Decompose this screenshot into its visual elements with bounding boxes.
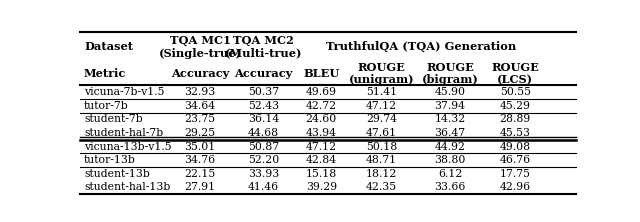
Text: 46.76: 46.76 [500, 155, 531, 165]
Text: 45.90: 45.90 [435, 87, 465, 97]
Text: ROUGE
(unigram): ROUGE (unigram) [349, 62, 414, 85]
Text: 14.32: 14.32 [435, 114, 466, 124]
Text: ROUGE
(bigram): ROUGE (bigram) [422, 62, 479, 85]
Text: 47.12: 47.12 [366, 101, 397, 111]
Text: 48.71: 48.71 [366, 155, 397, 165]
Text: student-13b: student-13b [84, 169, 150, 179]
Text: 23.75: 23.75 [184, 114, 216, 124]
Text: 17.75: 17.75 [500, 169, 531, 179]
Text: 29.25: 29.25 [184, 128, 216, 138]
Text: 34.76: 34.76 [184, 155, 216, 165]
Text: 52.20: 52.20 [248, 155, 279, 165]
Text: 15.18: 15.18 [306, 169, 337, 179]
Text: 18.12: 18.12 [366, 169, 397, 179]
Text: student-7b: student-7b [84, 114, 143, 124]
Text: ROUGE
(LCS): ROUGE (LCS) [492, 62, 539, 85]
Text: TruthfulQA (TQA) Generation: TruthfulQA (TQA) Generation [326, 41, 516, 52]
Text: Accuracy: Accuracy [234, 68, 292, 79]
Text: 43.94: 43.94 [306, 128, 337, 138]
Text: vicuna-13b-v1.5: vicuna-13b-v1.5 [84, 142, 172, 152]
Text: 41.46: 41.46 [248, 182, 279, 192]
Text: tutor-13b: tutor-13b [84, 155, 136, 165]
Text: 42.96: 42.96 [500, 182, 531, 192]
Text: 52.43: 52.43 [248, 101, 279, 111]
Text: tutor-7b: tutor-7b [84, 101, 129, 111]
Text: 44.68: 44.68 [248, 128, 279, 138]
Text: 51.41: 51.41 [366, 87, 397, 97]
Text: 29.74: 29.74 [366, 114, 397, 124]
Text: 45.29: 45.29 [500, 101, 531, 111]
Text: 34.64: 34.64 [184, 101, 216, 111]
Text: TQA MC2
(Multi-true): TQA MC2 (Multi-true) [225, 35, 302, 59]
Text: 42.72: 42.72 [306, 101, 337, 111]
Text: 50.18: 50.18 [366, 142, 397, 152]
Text: student-hal-13b: student-hal-13b [84, 182, 170, 192]
Text: 22.15: 22.15 [184, 169, 216, 179]
Text: 33.66: 33.66 [435, 182, 466, 192]
Text: 27.91: 27.91 [184, 182, 216, 192]
Text: 36.47: 36.47 [435, 128, 465, 138]
Text: 50.37: 50.37 [248, 87, 279, 97]
Text: TQA MC1
(Single-true): TQA MC1 (Single-true) [159, 35, 241, 59]
Text: vicuna-7b-v1.5: vicuna-7b-v1.5 [84, 87, 164, 97]
Text: student-hal-7b: student-hal-7b [84, 128, 163, 138]
Text: 44.92: 44.92 [435, 142, 465, 152]
Text: 24.60: 24.60 [306, 114, 337, 124]
Text: Metric: Metric [84, 68, 126, 79]
Text: Accuracy: Accuracy [171, 68, 229, 79]
Text: BLEU: BLEU [303, 68, 339, 79]
Text: 35.01: 35.01 [184, 142, 216, 152]
Text: 45.53: 45.53 [500, 128, 531, 138]
Text: 42.84: 42.84 [306, 155, 337, 165]
Text: 50.87: 50.87 [248, 142, 279, 152]
Text: 49.69: 49.69 [306, 87, 337, 97]
Text: 32.93: 32.93 [184, 87, 216, 97]
Text: 28.89: 28.89 [500, 114, 531, 124]
Text: 47.61: 47.61 [366, 128, 397, 138]
Text: 6.12: 6.12 [438, 169, 462, 179]
Text: 37.94: 37.94 [435, 101, 465, 111]
Text: 39.29: 39.29 [306, 182, 337, 192]
Text: 33.93: 33.93 [248, 169, 279, 179]
Text: Dataset: Dataset [84, 41, 133, 52]
Text: 49.08: 49.08 [500, 142, 531, 152]
Text: 50.55: 50.55 [500, 87, 531, 97]
Text: 47.12: 47.12 [306, 142, 337, 152]
Text: 42.35: 42.35 [366, 182, 397, 192]
Text: 36.14: 36.14 [248, 114, 279, 124]
Text: 38.80: 38.80 [435, 155, 466, 165]
